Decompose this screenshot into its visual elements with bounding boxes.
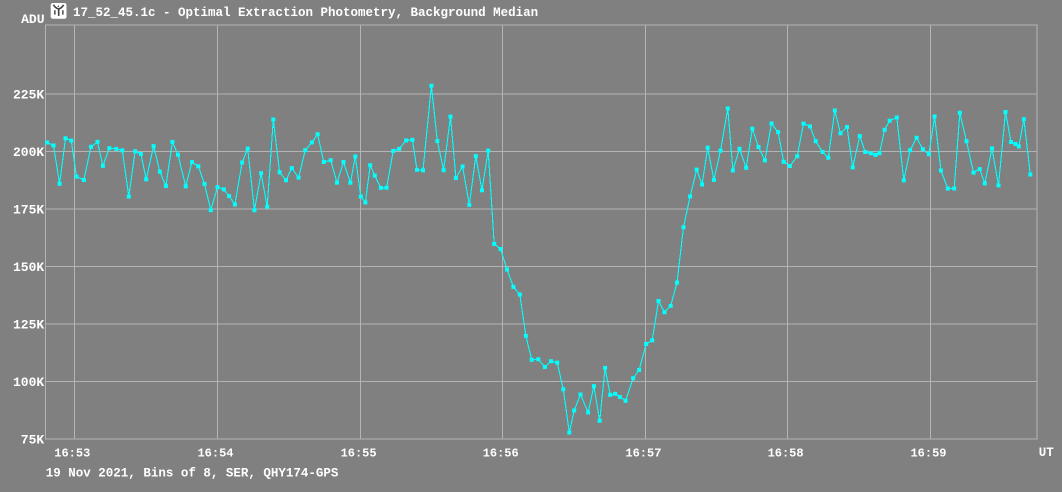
- svg-text:100K: 100K: [13, 375, 44, 390]
- svg-text:75K: 75K: [21, 432, 45, 447]
- svg-text:16:55: 16:55: [341, 447, 377, 461]
- svg-text:16:58: 16:58: [768, 447, 804, 461]
- svg-text:16:59: 16:59: [910, 447, 946, 461]
- svg-text:17_52_45.1c - Optimal Extracti: 17_52_45.1c - Optimal Extraction Photome…: [73, 6, 538, 20]
- svg-text:16:57: 16:57: [625, 447, 661, 461]
- svg-text:16:54: 16:54: [197, 447, 233, 461]
- svg-text:150K: 150K: [13, 260, 44, 275]
- svg-text:16:56: 16:56: [483, 447, 519, 461]
- svg-text:200K: 200K: [13, 145, 44, 160]
- svg-text:225K: 225K: [13, 87, 44, 102]
- svg-text:125K: 125K: [13, 317, 44, 332]
- svg-text:16:53: 16:53: [54, 447, 90, 461]
- svg-text:19 Nov 2021, Bins of 8, SER, Q: 19 Nov 2021, Bins of 8, SER, QHY174-GPS: [46, 467, 339, 481]
- svg-text:175K: 175K: [13, 202, 44, 217]
- svg-text:ADU: ADU: [21, 12, 44, 27]
- svg-text:UT: UT: [1039, 446, 1055, 460]
